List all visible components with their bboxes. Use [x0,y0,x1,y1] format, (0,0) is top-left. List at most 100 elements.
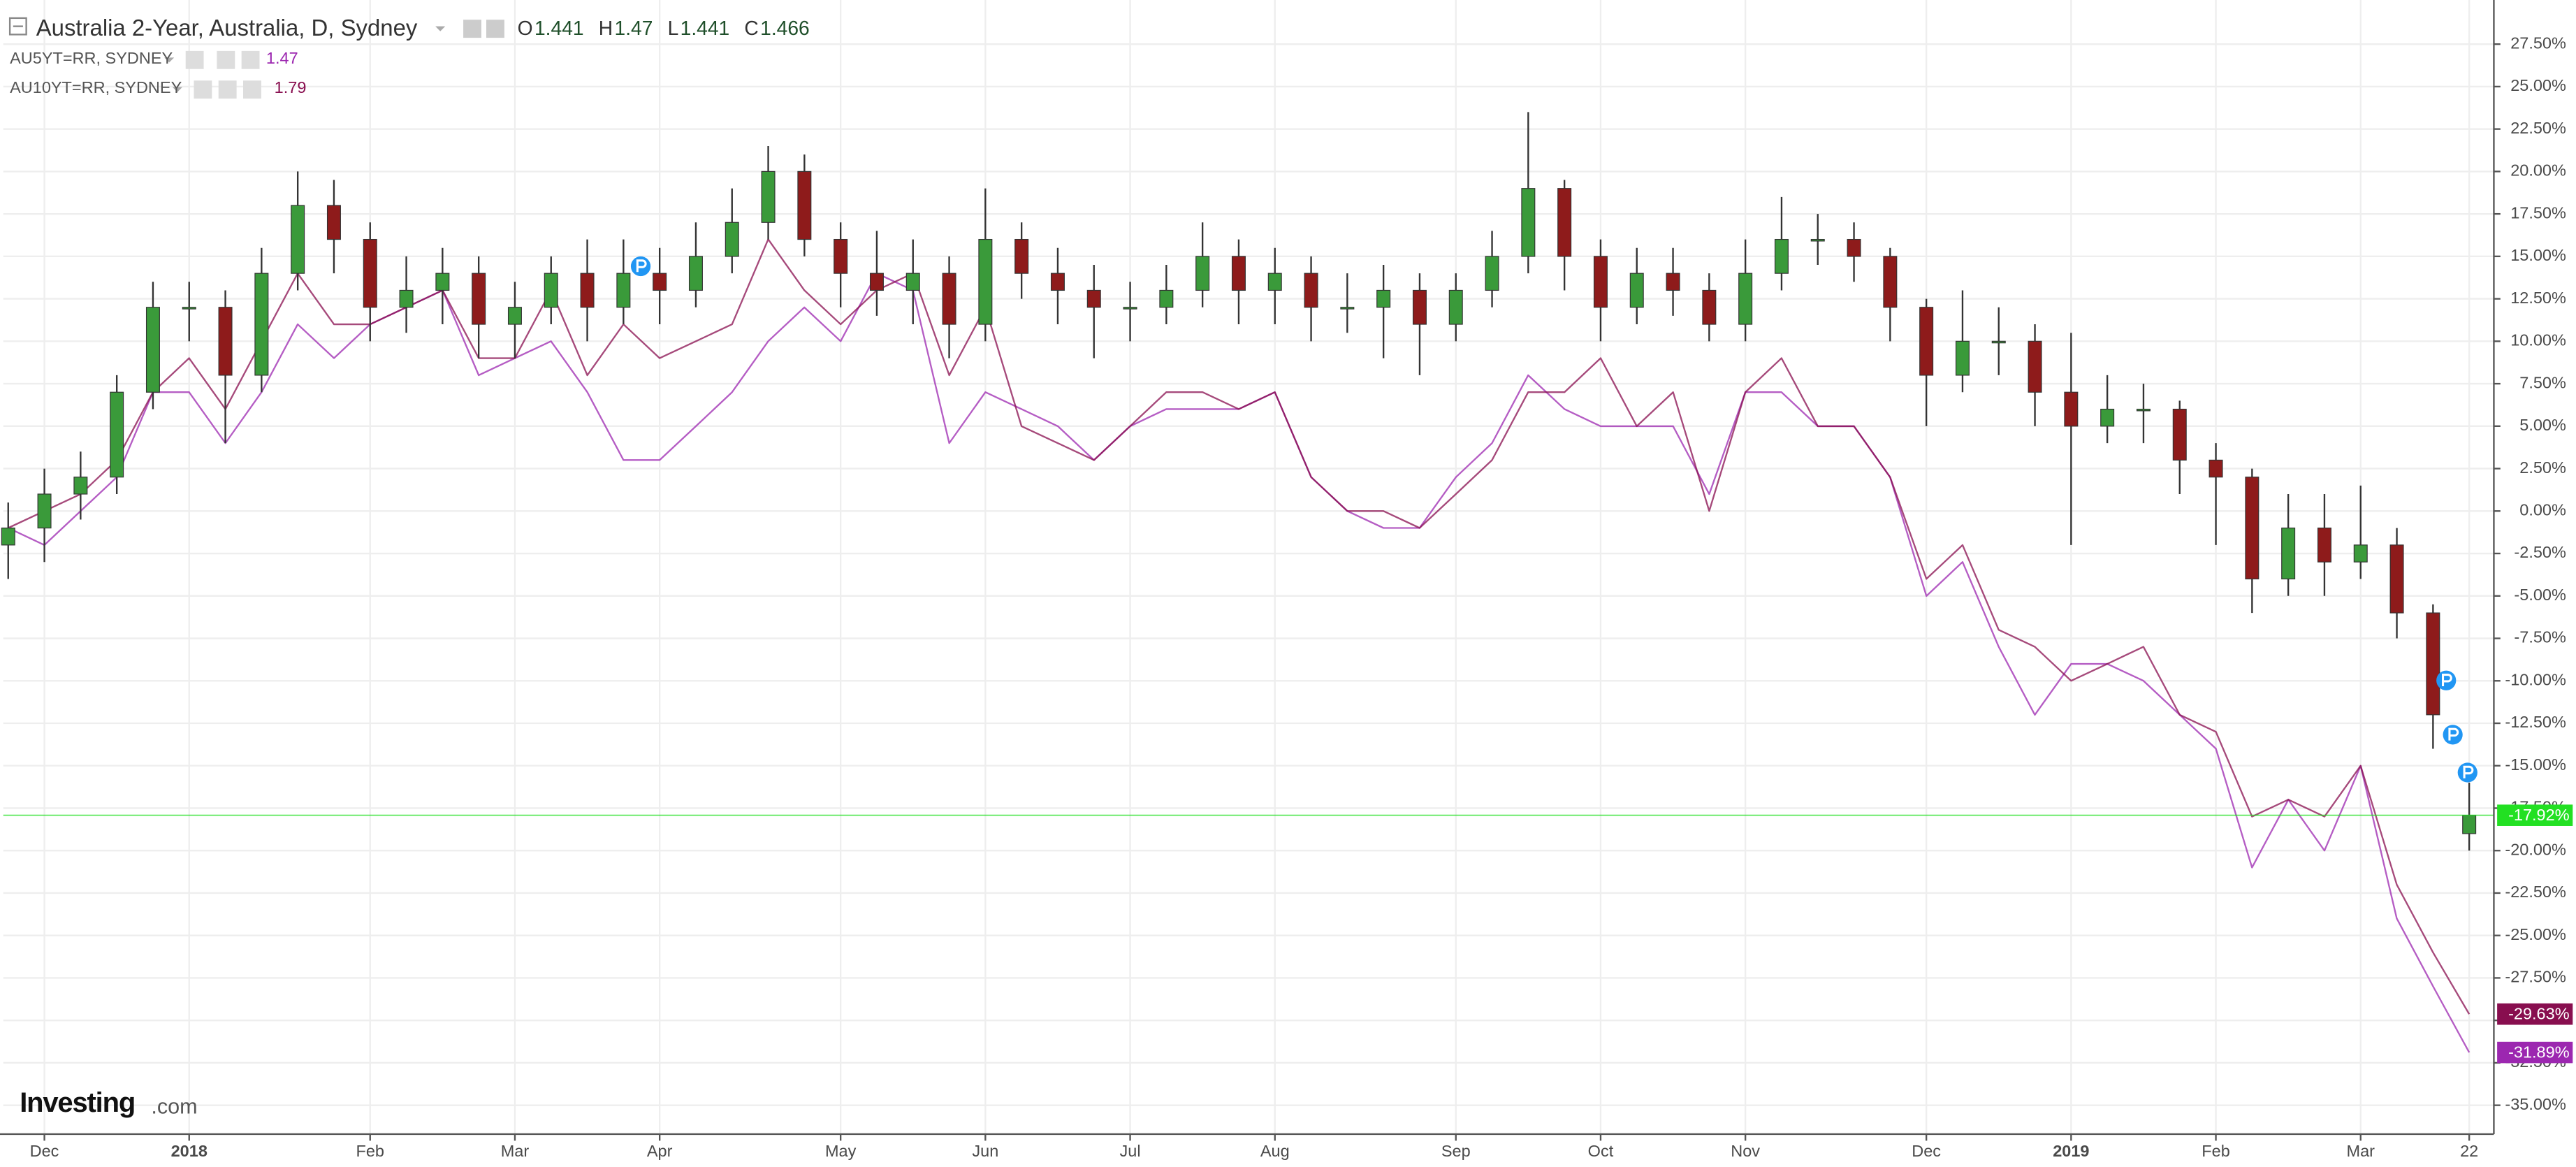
series-icons[interactable] [185,50,260,69]
x-tick-label: Mar [501,1142,530,1160]
dropdown-arrow[interactable] [435,26,446,31]
y-tick-label: -12.50% [2505,713,2566,731]
collapse-icon[interactable] [8,17,27,36]
y-tick-label: -25.00% [2505,925,2566,943]
y-tick-label: 10.00% [2510,331,2566,349]
candle-body [2281,528,2296,580]
ohlc-value: 1.466 [760,17,810,39]
dropdown-arrow[interactable] [172,87,183,92]
x-tick-label: Feb [356,1142,384,1160]
x-tick-label: 2018 [171,1142,208,1160]
candle-body [2172,408,2187,461]
candle-body [110,391,124,478]
y-tick-label: -20.00% [2505,840,2566,858]
y-tick-label: -10.00% [2505,670,2566,688]
settings-icon[interactable] [486,20,504,38]
plot [1,112,2494,1053]
candle-body [2028,340,2042,393]
y-tick-label: 5.00% [2519,416,2566,434]
last-value-label: -31.89% [2508,1043,2570,1061]
x-tick-label: Nov [1731,1142,1760,1160]
x-tick-label: Feb [2202,1142,2229,1160]
x-tick-label: Apr [647,1142,673,1160]
candle-body [1050,273,1065,291]
candle-body [435,273,450,291]
candle-body [1593,256,1608,308]
candle-body [1159,289,1174,308]
candle-body [1340,307,1355,310]
candle-body [1521,188,1536,257]
candle-body [254,273,269,376]
candle-body [869,273,884,291]
candle-body [725,222,739,257]
y-tick-label: 20.00% [2510,161,2566,180]
candle-body [1629,273,1644,308]
chart-title: Australia 2-Year, Australia, D, Sydney [36,15,418,41]
header: Australia 2-Year, Australia, D, Sydney [8,15,504,99]
candle-body [1195,256,1210,291]
last-value-label: -17.92% [2508,806,2570,824]
series-icons[interactable] [194,80,261,99]
candle-body [1955,340,1970,376]
candle-body [1448,289,1463,325]
brand-suffix: .com [151,1094,197,1118]
candle-body [218,307,233,376]
ohlc-value: 1.441 [534,17,584,39]
x-tick-label: Mar [2347,1142,2375,1160]
y-tick-label: -5.00% [2514,586,2566,604]
x-tick-label: Dec [1912,1142,1941,1160]
last-value-box [2497,1003,2573,1025]
x-tick-label: Dec [30,1142,59,1160]
grid [3,0,2494,1134]
candle-body [182,307,196,310]
y-tick-label: -35.00% [2505,1095,2566,1113]
x-tick-label: Aug [1260,1142,1290,1160]
candle-body [580,273,595,308]
y-tick-label: 2.50% [2519,458,2566,477]
candle-body [1267,273,1282,291]
ohlc-value: 1.441 [681,17,730,39]
x-tick-label: Oct [1588,1142,1614,1160]
candle-body [363,238,377,308]
y-tick-label: -22.50% [2505,883,2566,901]
settings-icon[interactable] [463,20,481,38]
ohlc-key: C [744,17,758,39]
event-marker[interactable] [2443,725,2463,745]
y-tick-label: 15.00% [2510,246,2566,264]
candle-body [905,273,920,291]
y-tick-label: 17.50% [2510,203,2566,222]
candle-body [797,171,812,240]
candle-body [2462,815,2477,834]
y-tick-label: -7.50% [2514,628,2566,646]
candle-body [2208,459,2223,478]
ohlc-key: L [668,17,679,39]
y-tick-label: 7.50% [2519,373,2566,391]
legend-name: AU10YT=RR, SYDNEY [10,78,182,96]
ohlc-key: O [518,17,533,39]
candle-body [942,273,956,325]
candle-body [291,205,305,274]
x-tick-label: 2019 [2053,1142,2089,1160]
y-tick-label: -27.50% [2505,968,2566,986]
candle-body [326,205,341,240]
candle-body [399,289,414,308]
ohlc-key: H [599,17,613,39]
candle-body [544,273,558,308]
ohlc-value: 1.47 [615,17,653,39]
candle-body [1883,256,1898,308]
event-marker[interactable] [630,256,651,277]
candle-body [1847,238,1861,257]
candle-body [37,493,52,529]
x-tick-label: Sep [1441,1142,1471,1160]
event-marker[interactable] [2457,762,2477,783]
dropdown-arrow[interactable] [164,57,175,63]
event-marker[interactable] [2436,670,2457,690]
candle-body [1304,273,1318,308]
x-tick-label: May [825,1142,857,1160]
candle-body [2317,528,2331,563]
candle-body [1774,238,1789,274]
y-tick-label: 0.00% [2519,501,2566,519]
event-markers [630,256,2477,783]
